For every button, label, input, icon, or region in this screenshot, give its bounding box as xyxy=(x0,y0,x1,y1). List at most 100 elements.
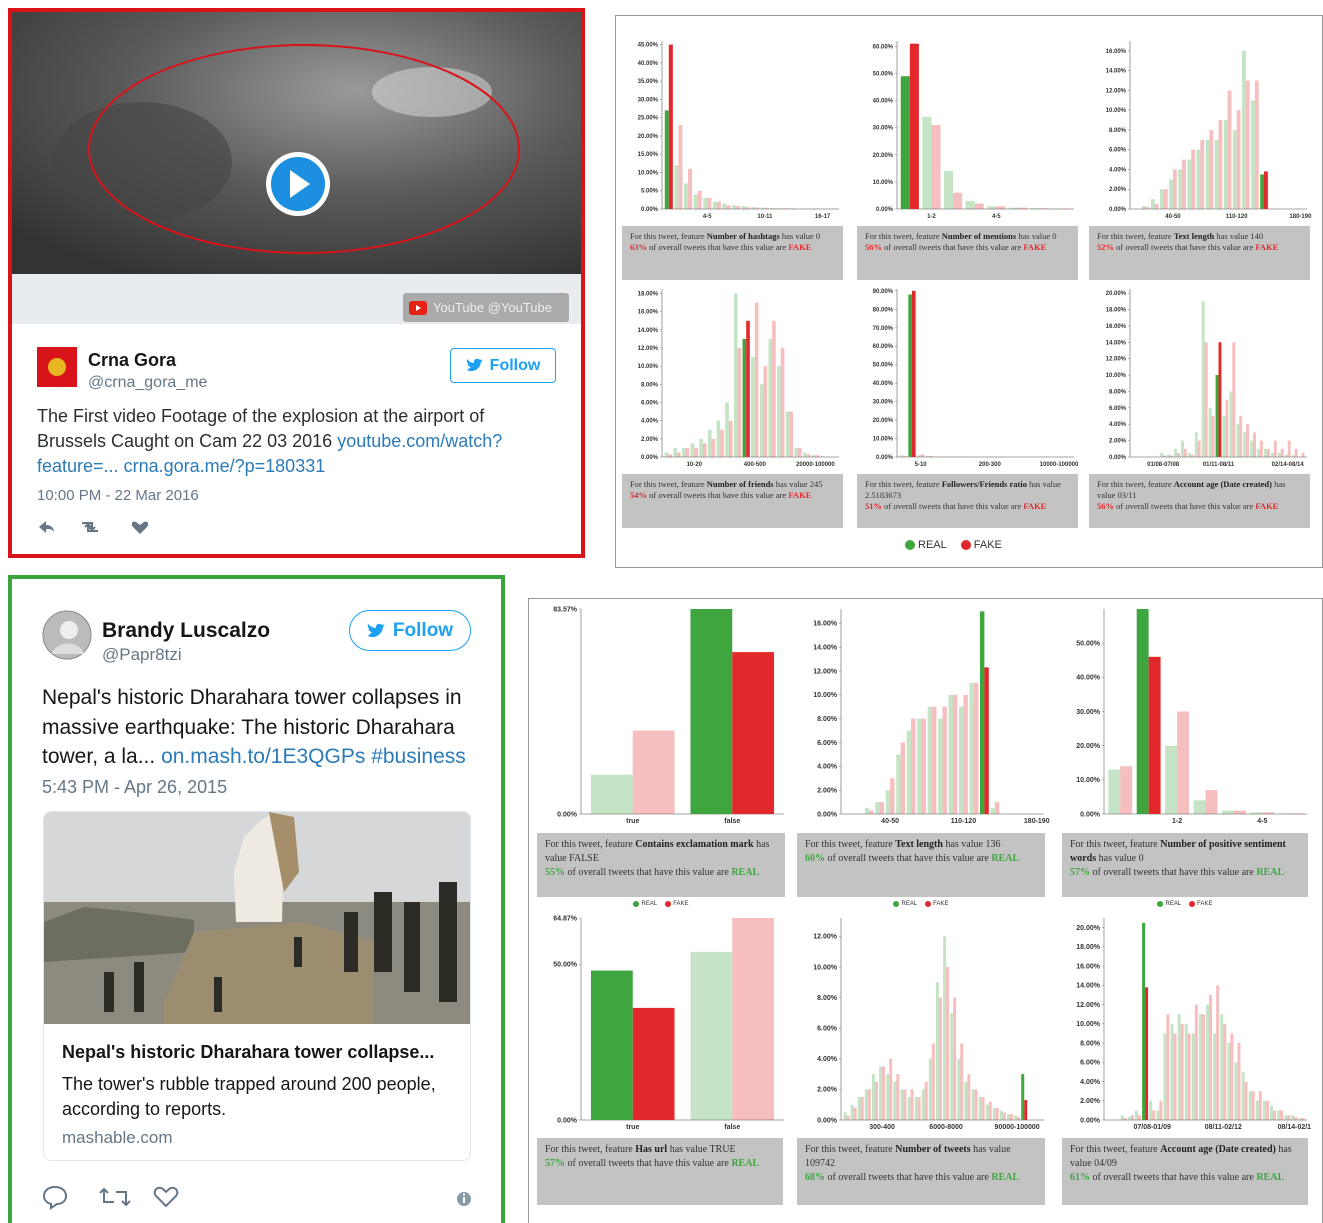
tweet-text: Nepal's historic Dharahara tower collaps… xyxy=(42,683,482,772)
youtube-logo xyxy=(409,301,427,315)
bar xyxy=(755,303,759,457)
legend-label: REAL xyxy=(901,901,917,907)
bar xyxy=(929,1059,932,1120)
stairs xyxy=(164,922,374,1024)
tweet-actions xyxy=(42,1184,482,1210)
link-card[interactable]: Nepal's historic Dharahara tower collaps… xyxy=(43,811,471,1161)
tweet-link[interactable]: on.mash.to/1E3QGPs xyxy=(161,745,365,768)
bar xyxy=(770,208,774,209)
y-tick-label: 64.87% xyxy=(553,915,578,922)
author-handle[interactable]: @crna_gora_me xyxy=(88,374,207,392)
bar xyxy=(1173,169,1177,209)
bar xyxy=(1209,130,1213,209)
bar xyxy=(1191,150,1195,209)
bar xyxy=(1280,1110,1283,1120)
card-description: The tower's rubble trapped around 200 pe… xyxy=(62,1072,442,1122)
legend: REALFAKE xyxy=(797,901,1045,907)
y-tick-label: 12.00% xyxy=(1106,88,1127,94)
y-tick-label: 10.00% xyxy=(813,692,838,699)
avatar[interactable] xyxy=(42,610,92,660)
avatar[interactable] xyxy=(37,347,77,387)
y-tick-label: 14.00% xyxy=(1106,340,1127,346)
follow-button[interactable]: Follow xyxy=(450,348,556,383)
retweet-icon[interactable] xyxy=(82,523,98,531)
reply-icon[interactable] xyxy=(44,1187,66,1208)
bar xyxy=(1251,100,1255,209)
like-icon[interactable] xyxy=(132,521,148,534)
caption: For this tweet, feature Contains exclama… xyxy=(537,833,785,897)
bar xyxy=(1007,1114,1010,1120)
timestamp[interactable]: 5:43 PM - Apr 26, 2015 xyxy=(42,777,227,798)
bar xyxy=(896,1074,899,1120)
video-thumbnail[interactable] xyxy=(12,12,581,274)
tweet-link[interactable]: crna.gora.me/?p=180331 xyxy=(124,456,326,476)
author-name[interactable]: Brandy Luscalzo xyxy=(102,619,270,643)
bar xyxy=(1166,1014,1169,1120)
follow-button[interactable]: Follow xyxy=(349,610,471,651)
bar xyxy=(673,448,677,457)
y-tick-label: 90.00% xyxy=(873,289,894,295)
caption-text: For this tweet, feature xyxy=(545,1144,633,1155)
like-icon[interactable] xyxy=(155,1188,178,1206)
reply-icon[interactable] xyxy=(39,521,54,533)
bar xyxy=(1250,812,1262,814)
bar xyxy=(1264,449,1267,457)
bar xyxy=(932,1043,935,1120)
feature-name: Text length xyxy=(1174,231,1215,241)
bird-icon xyxy=(367,623,387,639)
bar xyxy=(929,456,933,457)
bar xyxy=(1196,150,1200,209)
bar xyxy=(882,1066,885,1120)
bar xyxy=(1052,208,1061,209)
bar xyxy=(1000,1111,1003,1120)
bar xyxy=(1250,441,1253,457)
caption: For this tweet, feature Number of hashta… xyxy=(622,226,843,280)
bar xyxy=(1267,449,1270,457)
bar xyxy=(1131,1115,1134,1120)
follow-label: Follow xyxy=(393,620,453,642)
y-tick-label: 25.00% xyxy=(638,116,659,122)
caption-text: of overall tweets that have this value a… xyxy=(828,1172,989,1183)
bar xyxy=(803,452,807,457)
legend: REALFAKE xyxy=(1062,901,1308,907)
youtube-badge[interactable]: YouTube @YouTube xyxy=(403,293,569,322)
bar xyxy=(742,206,746,209)
x-tick-label: 01/08-07/08 xyxy=(1147,462,1180,468)
share: 63% xyxy=(630,242,647,252)
bar xyxy=(1040,208,1049,209)
bar xyxy=(953,695,957,814)
bar xyxy=(732,205,736,209)
bar xyxy=(1206,140,1210,209)
chart: 0.00%10.00%20.00%30.00%40.00%50.00%60.00… xyxy=(855,35,1080,223)
bar xyxy=(1237,110,1241,209)
bar xyxy=(1260,441,1263,457)
bar xyxy=(772,321,776,457)
verdict: REAL xyxy=(1256,867,1284,878)
share: 56% xyxy=(865,242,882,252)
x-tick-label: false xyxy=(724,818,740,825)
timestamp[interactable]: 10:00 PM - 22 Mar 2016 xyxy=(37,487,199,504)
bar xyxy=(807,454,811,457)
bar xyxy=(1188,1033,1191,1120)
bar xyxy=(1273,1110,1276,1120)
y-tick-label: 4.00% xyxy=(817,1056,838,1063)
caption-text: For this tweet, feature xyxy=(805,839,893,850)
caption-text: For this tweet, feature xyxy=(630,231,705,241)
author-name[interactable]: Crna Gora xyxy=(88,350,176,371)
bar xyxy=(928,707,932,814)
hashtag[interactable]: #business xyxy=(371,745,466,768)
retweet-icon[interactable] xyxy=(100,1189,130,1205)
x-tick-label: true xyxy=(626,1124,639,1131)
bar xyxy=(1212,416,1215,457)
bar xyxy=(901,76,910,209)
bar xyxy=(910,44,919,209)
bar xyxy=(875,802,879,814)
share: 52% xyxy=(1097,242,1114,252)
bar xyxy=(708,430,712,457)
bar xyxy=(698,191,702,209)
bar xyxy=(1202,301,1205,457)
author-handle[interactable]: @Papr8tzi xyxy=(102,645,182,665)
y-tick-label: 2.00% xyxy=(1109,439,1127,445)
x-tick-label: 1-2 xyxy=(1172,818,1182,825)
bar xyxy=(1030,208,1039,209)
